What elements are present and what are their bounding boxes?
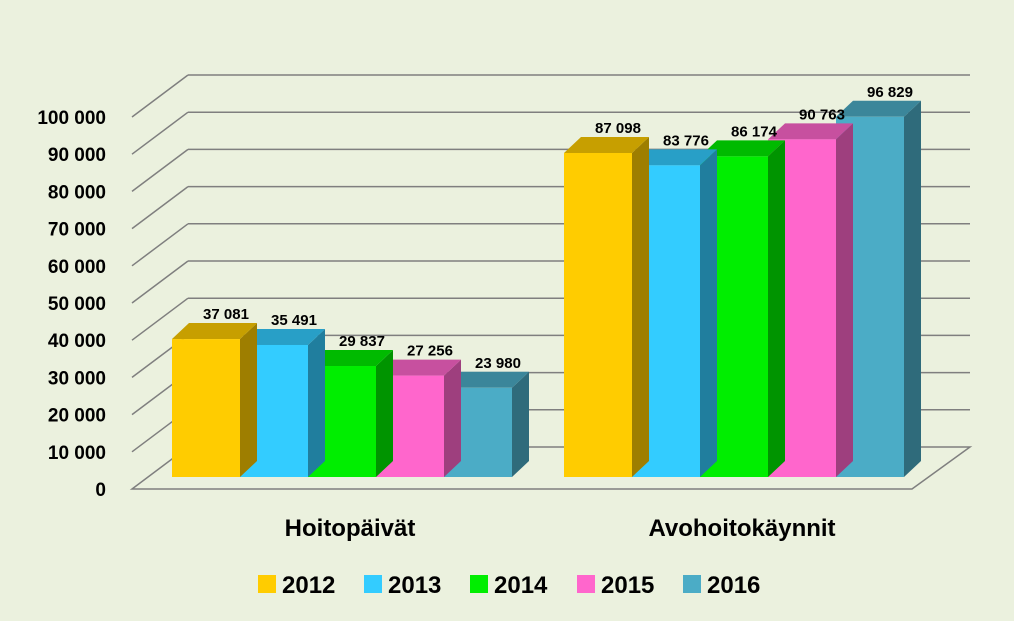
y-tick-label: 10 000 xyxy=(48,443,106,464)
bar-top xyxy=(768,123,853,140)
legend-label-2012: 2012 xyxy=(282,572,335,599)
data-label: 27 256 xyxy=(407,343,453,360)
bar-top xyxy=(700,140,785,157)
data-label: 96 829 xyxy=(867,84,913,101)
bar-side xyxy=(904,100,921,478)
gridline-side xyxy=(131,297,189,341)
legend-swatch-2015 xyxy=(577,575,595,593)
bar-top xyxy=(376,359,461,376)
chart-floor xyxy=(129,446,973,490)
bar-top xyxy=(444,371,529,388)
legend-swatch-2014 xyxy=(470,575,488,593)
y-tick-label: 60 000 xyxy=(48,257,106,278)
data-label: 90 763 xyxy=(799,106,845,123)
legend-label-2014: 2014 xyxy=(494,572,548,599)
legend-label-2016: 2016 xyxy=(707,572,760,599)
bar-side xyxy=(444,359,461,477)
bar-side xyxy=(240,323,257,477)
gridline-side xyxy=(131,74,189,118)
legend-label-2013: 2013 xyxy=(388,572,441,599)
bar-top xyxy=(240,328,325,345)
legend-swatch-2013 xyxy=(364,575,382,593)
bar-side xyxy=(308,328,325,477)
bar-side xyxy=(376,350,393,477)
data-label: 35 491 xyxy=(271,312,317,329)
bar-side xyxy=(768,140,785,477)
gridline-side xyxy=(131,186,189,230)
category-label: Hoitopäivät xyxy=(285,515,416,542)
y-tick-label: 50 000 xyxy=(48,294,106,315)
legend-swatch-2016 xyxy=(683,575,701,593)
y-tick-label: 30 000 xyxy=(48,368,106,389)
data-label: 87 098 xyxy=(595,120,641,137)
legend-swatch-2012 xyxy=(258,575,276,593)
data-label: 83 776 xyxy=(663,132,709,149)
y-tick-label: 0 xyxy=(95,480,106,501)
bar-top xyxy=(172,323,257,340)
bar-side xyxy=(700,149,717,478)
y-tick-label: 40 000 xyxy=(48,331,106,352)
legend-label-2015: 2015 xyxy=(601,572,654,599)
bar-top xyxy=(308,350,393,367)
y-tick-label: 20 000 xyxy=(48,406,106,427)
data-label: 86 174 xyxy=(731,123,778,140)
gridline-side xyxy=(131,148,189,192)
gridline-side xyxy=(131,223,189,267)
bar-side xyxy=(632,136,649,478)
data-label: 37 081 xyxy=(203,306,249,323)
data-label: 29 837 xyxy=(339,333,385,350)
y-tick-label: 70 000 xyxy=(48,220,106,241)
y-tick-label: 80 000 xyxy=(48,182,106,203)
gridline-side xyxy=(131,260,189,304)
gridline-side xyxy=(131,111,189,155)
category-label: Avohoitokäynnit xyxy=(648,515,835,542)
bar-2012-1 xyxy=(172,339,240,477)
bar-side xyxy=(512,371,529,477)
bar-2012-2 xyxy=(564,152,632,478)
data-label: 23 980 xyxy=(475,355,521,372)
bar-side xyxy=(836,123,853,478)
bar-top xyxy=(632,149,717,166)
y-tick-label: 100 000 xyxy=(37,108,106,129)
bar-top xyxy=(564,136,649,153)
bar-top xyxy=(836,100,921,117)
y-tick-label: 90 000 xyxy=(48,145,106,166)
